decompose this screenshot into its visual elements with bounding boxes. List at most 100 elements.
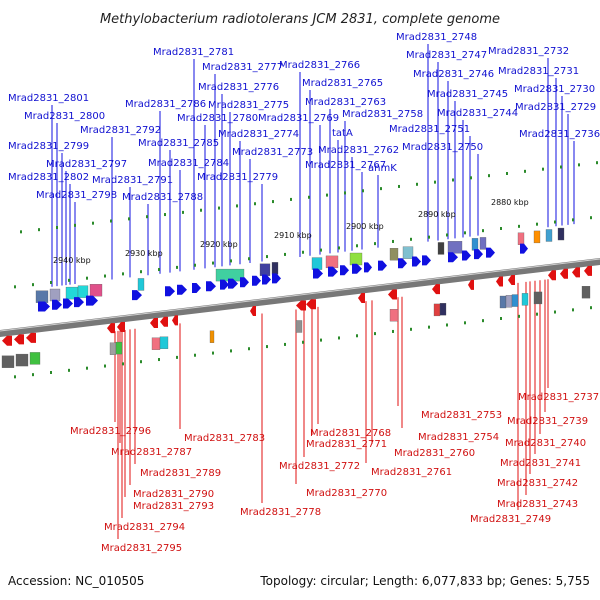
forward-gene-label: Mrad2831_2748 [396, 32, 477, 43]
reverse-gene-label: Mrad2831_2796 [70, 426, 151, 437]
reverse-gene-arrow [150, 318, 158, 328]
forward-gene-label: Mrad2831_2746 [413, 69, 494, 80]
forward-gene-label: tatA [332, 128, 353, 139]
cog-box [389, 309, 399, 322]
tick-mark [506, 172, 508, 175]
forward-gene-arrow [177, 284, 187, 295]
forward-gene-arrow [206, 281, 216, 292]
reverse-gene-label: Mrad2831_2768 [310, 428, 391, 439]
tick-mark [104, 274, 106, 278]
tick-mark [572, 308, 574, 312]
tick-mark [524, 169, 526, 173]
forward-gene-arrow [38, 301, 50, 312]
kbp-label: 2880 kbp [491, 198, 529, 207]
tick-mark [122, 272, 124, 276]
forward-gene-arrow [448, 252, 458, 263]
forward-gene-label: anmK [368, 163, 397, 174]
tick-mark [464, 231, 466, 235]
forward-gene-arrow [165, 286, 175, 297]
tick-mark [308, 195, 310, 199]
cog-box [137, 278, 145, 291]
genome-backbone [0, 258, 600, 337]
tick-mark [542, 167, 544, 171]
tick-mark [284, 342, 286, 346]
tick-mark [32, 283, 34, 287]
cog-box [89, 284, 103, 297]
forward-gene-label: Mrad2831_2745 [427, 89, 508, 100]
tick-mark [380, 187, 382, 191]
tick-mark [74, 223, 76, 227]
forward-gene-arrow [474, 249, 483, 260]
tick-mark [254, 202, 256, 206]
forward-gene-arrow [486, 247, 495, 258]
reverse-gene-label: Mrad2831_2742 [497, 478, 578, 489]
tick-mark [230, 259, 232, 263]
reverse-gene-label: Mrad2831_2741 [500, 458, 581, 469]
cog-box [557, 227, 565, 241]
reverse-gene-label: Mrad2831_2787 [111, 447, 192, 458]
tick-mark [14, 285, 16, 289]
forward-gene-label: Mrad2831_2801 [8, 93, 89, 104]
cog-box [49, 288, 61, 302]
cog-box [533, 291, 543, 305]
forward-gene-label: Mrad2831_2777 [202, 62, 283, 73]
reverse-gene-arrow [548, 270, 556, 281]
tick-mark [284, 252, 286, 256]
reverse-gene-label: Mrad2831_2743 [497, 499, 578, 510]
cog-box [77, 285, 89, 298]
tick-mark [416, 182, 418, 186]
forward-gene-arrow [412, 256, 421, 267]
cog-box [402, 246, 414, 259]
cog-box [159, 336, 169, 349]
cog-box [295, 320, 303, 333]
tick-mark [218, 206, 220, 210]
tick-mark [446, 233, 448, 237]
kbp-label: 2910 kbp [274, 231, 312, 240]
forward-gene-label: Mrad2831_2751 [389, 124, 470, 135]
cog-box [511, 294, 519, 307]
forward-gene-label: Mrad2831_2786 [125, 99, 206, 110]
tick-mark [128, 217, 130, 221]
tick-mark [320, 338, 322, 342]
kbp-label: 2900 kbp [346, 222, 384, 231]
forward-gene-arrow [272, 273, 281, 284]
cog-box [521, 293, 529, 306]
kbp-label: 2930 kbp [125, 249, 163, 258]
forward-gene-arrow [378, 260, 387, 271]
forward-gene-label: Mrad2831_2767 [305, 160, 386, 171]
forward-gene-label: Mrad2831_2785 [138, 138, 219, 149]
tick-mark [554, 220, 556, 224]
forward-gene-arrow [262, 274, 271, 285]
forward-gene-label: Mrad2831_2769 [258, 113, 339, 124]
reverse-gene-arrow [14, 334, 24, 345]
forward-gene-arrow [74, 297, 84, 308]
cog-box [271, 262, 279, 275]
reverse-gene-arrow [2, 335, 12, 346]
tick-mark [92, 221, 94, 225]
reverse-gene-arrow [358, 293, 365, 304]
forward-gene-arrow [252, 275, 261, 286]
tick-mark [560, 165, 562, 169]
tick-mark [428, 325, 430, 329]
cog-box [259, 263, 271, 276]
forward-gene-arrow [328, 266, 338, 277]
reverse-gene-label: Mrad2831_2783 [184, 433, 265, 444]
tick-mark [428, 235, 430, 239]
tick-mark [200, 208, 202, 212]
tick-mark [596, 161, 598, 165]
cog-box [349, 252, 363, 266]
tick-mark [38, 228, 40, 232]
cog-box [325, 255, 339, 269]
tick-mark [470, 176, 472, 180]
forward-gene-arrow [520, 243, 528, 254]
reverse-gene-arrow [572, 267, 580, 278]
tick-mark [302, 250, 304, 254]
forward-gene-arrow [52, 299, 62, 310]
reverse-gene-label: Mrad2831_2749 [470, 514, 551, 525]
tick-mark [554, 310, 556, 314]
tick-mark [104, 364, 106, 368]
cog-box [1, 355, 15, 368]
forward-gene-arrow [352, 263, 362, 274]
tick-mark [86, 276, 88, 280]
tick-mark [68, 278, 70, 282]
